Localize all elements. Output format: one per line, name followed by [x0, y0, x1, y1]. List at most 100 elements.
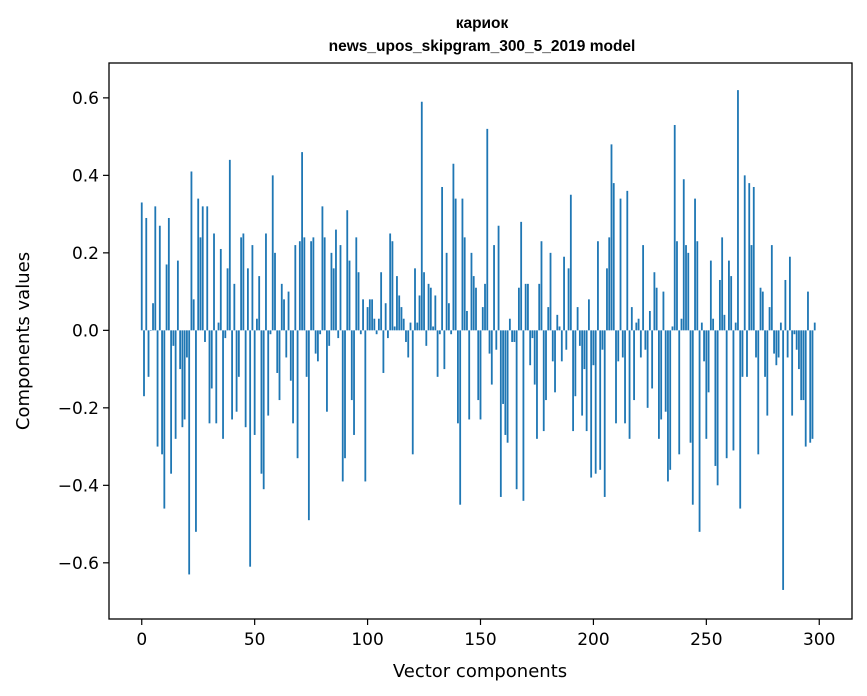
bar	[181, 330, 184, 428]
bar	[635, 322, 638, 331]
bar	[362, 299, 364, 331]
bar	[545, 330, 547, 401]
bar	[795, 330, 798, 350]
bar	[630, 307, 633, 331]
bar	[391, 241, 394, 331]
bar	[204, 330, 206, 342]
bar	[314, 330, 317, 354]
bar	[493, 245, 495, 331]
bar	[723, 314, 726, 331]
bar	[678, 330, 681, 455]
bar	[197, 198, 200, 331]
bar	[484, 283, 486, 331]
bar	[811, 330, 814, 439]
bar	[447, 303, 450, 331]
bar	[578, 330, 581, 346]
bar	[718, 279, 721, 331]
bar	[262, 330, 265, 490]
bar	[746, 330, 748, 377]
bar	[520, 221, 523, 331]
bar	[671, 326, 674, 331]
bar	[603, 330, 606, 497]
bar	[757, 330, 760, 455]
bar	[398, 295, 401, 331]
bar	[359, 330, 362, 335]
bar	[709, 260, 712, 331]
bar	[615, 330, 617, 424]
bar	[536, 330, 538, 439]
bar	[802, 330, 805, 401]
bar	[371, 299, 374, 331]
bar	[511, 330, 514, 342]
bar	[732, 330, 735, 451]
y-tick-label: −0.4	[58, 476, 99, 496]
bar	[782, 330, 785, 590]
bar	[350, 330, 353, 401]
bar	[154, 206, 157, 331]
bar	[278, 330, 281, 401]
bar	[468, 330, 471, 420]
bar	[685, 245, 687, 331]
bar	[741, 330, 744, 377]
bar	[210, 330, 213, 389]
bar	[344, 330, 346, 459]
bar	[206, 206, 209, 331]
bar	[167, 217, 170, 331]
bar	[172, 330, 175, 346]
bar	[201, 206, 204, 331]
bar	[527, 283, 529, 331]
bar	[730, 276, 733, 331]
bar	[522, 330, 525, 501]
bar	[725, 330, 728, 459]
bar	[793, 330, 796, 335]
bar	[348, 260, 351, 331]
bar	[355, 237, 358, 331]
bar	[215, 330, 218, 424]
bar	[292, 330, 294, 424]
bar	[750, 245, 753, 331]
bar	[748, 183, 751, 331]
bar	[592, 330, 595, 366]
bar	[283, 299, 285, 331]
bar	[405, 330, 407, 342]
bar	[583, 330, 586, 370]
bar	[183, 330, 186, 420]
bar	[565, 330, 568, 350]
bar	[375, 330, 378, 335]
bar	[305, 330, 308, 377]
bar	[610, 144, 613, 331]
bar	[195, 330, 197, 532]
bar	[233, 283, 236, 331]
bar	[149, 330, 152, 331]
bar	[770, 245, 773, 331]
bar	[436, 330, 439, 377]
bar	[554, 330, 556, 393]
bar	[287, 291, 290, 331]
bar	[328, 330, 331, 346]
bar	[590, 330, 593, 478]
bar	[497, 225, 500, 331]
bar	[764, 330, 766, 377]
bar	[784, 279, 787, 331]
y-tick-label: 0.6	[72, 89, 99, 109]
bar	[416, 322, 419, 331]
bar	[646, 330, 649, 408]
bar	[682, 179, 685, 331]
bar	[495, 330, 498, 350]
bar	[420, 101, 423, 331]
bar	[402, 318, 405, 331]
bar	[755, 330, 757, 358]
chart-title-line-1: кариок	[456, 15, 509, 32]
bar	[585, 330, 588, 432]
bar	[226, 268, 229, 331]
bar	[777, 330, 780, 358]
bar	[432, 326, 434, 331]
bar	[549, 252, 552, 331]
bar	[563, 256, 565, 331]
bar	[542, 330, 545, 432]
bar	[190, 171, 193, 331]
bar	[490, 330, 493, 385]
bar	[382, 330, 385, 373]
x-tick-label: 250	[690, 630, 722, 650]
